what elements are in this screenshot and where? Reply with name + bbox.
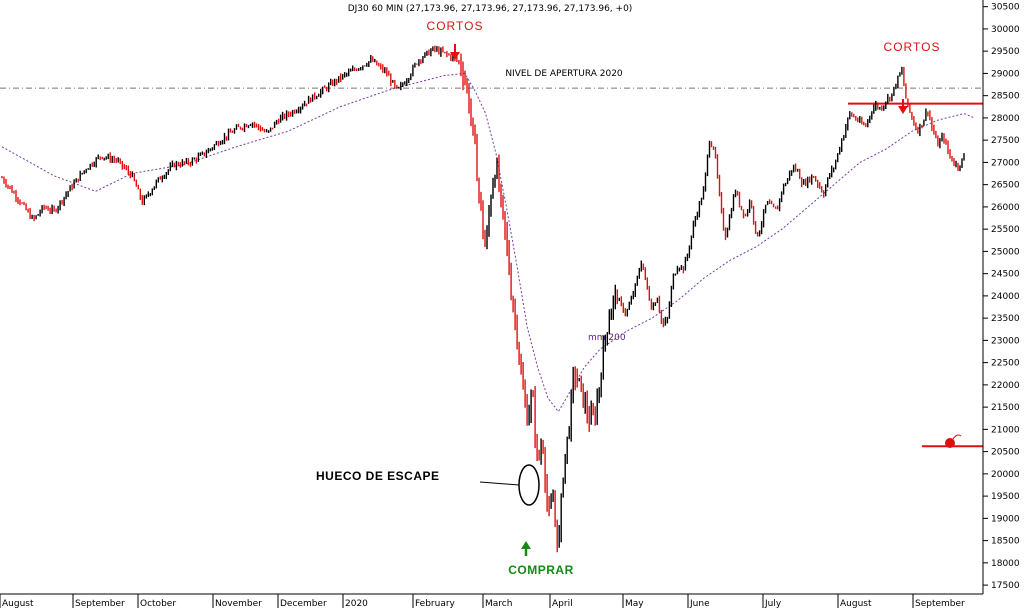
x-tick-label: April <box>552 599 573 608</box>
y-tick-label: 18500 <box>991 537 1020 547</box>
x-tick-label: July <box>764 599 782 608</box>
bomb-fuse <box>952 434 962 440</box>
bomb-marker <box>945 438 955 448</box>
y-tick-label: 21000 <box>991 425 1020 435</box>
y-tick-label: 22500 <box>991 359 1020 369</box>
label-hueco-de-escape: HUECO DE ESCAPE <box>316 469 440 483</box>
y-tick-label: 23500 <box>991 314 1020 324</box>
y-tick-label: 26500 <box>991 181 1020 191</box>
label-comprar: COMPRAR <box>508 563 574 577</box>
y-tick-label: 25000 <box>991 247 1020 257</box>
y-tick-label: 24500 <box>991 270 1020 280</box>
label-cortos-2: CORTOS <box>884 40 941 54</box>
y-tick-label: 30000 <box>991 25 1020 35</box>
y-tick-label: 19000 <box>991 514 1020 524</box>
y-tick-label: 28500 <box>991 92 1020 102</box>
y-tick-label: 20000 <box>991 470 1020 480</box>
x-tick-label: August <box>2 599 34 608</box>
x-axis: August September October November December 20… <box>0 593 983 608</box>
markers <box>450 44 962 556</box>
x-tick-label: September <box>75 599 125 608</box>
y-tick-label: 24000 <box>991 292 1020 302</box>
label-mm200: mm 200 <box>588 333 626 343</box>
y-tick-label: 21500 <box>991 403 1020 413</box>
y-tick-label: 26000 <box>991 203 1020 213</box>
sell-arrow-1-head <box>450 52 460 60</box>
moving-average-layer <box>1 72 975 413</box>
x-tick-label: November <box>215 599 262 608</box>
x-tick-label: 2020 <box>345 599 368 608</box>
x-tick-label: September <box>915 599 965 608</box>
x-tick-label: August <box>840 599 872 608</box>
sell-arrow-2-head <box>898 106 908 114</box>
gap-pointer-line <box>479 481 520 486</box>
y-tick-label: 27500 <box>991 136 1020 146</box>
y-tick-label: 27000 <box>991 158 1020 168</box>
y-tick-label: 17500 <box>991 581 1020 591</box>
y-tick-label: 19500 <box>991 492 1020 502</box>
x-tick-label: February <box>415 599 456 608</box>
x-tick-label: May <box>625 599 644 608</box>
label-nivel-apertura: NIVEL DE APERTURA 2020 <box>505 69 623 79</box>
y-tick-label: 18000 <box>991 559 1020 569</box>
label-cortos-1: CORTOS <box>427 19 484 33</box>
y-tick-label: 28000 <box>991 114 1020 124</box>
moving-average-line <box>1 72 975 413</box>
price-bars <box>1 45 965 553</box>
y-axis-panel <box>983 0 1024 608</box>
y-tick-label: 30500 <box>991 3 1020 13</box>
y-tick-label: 29000 <box>991 69 1020 79</box>
x-tick-label: June <box>689 599 710 608</box>
chart-title: DJ30 60 MIN (27,173.96, 27,173.96, 27,17… <box>348 4 633 14</box>
x-tick-label: March <box>485 599 512 608</box>
y-tick-label: 22000 <box>991 381 1020 391</box>
x-tick-label: December <box>280 599 327 608</box>
y-axis: 17500 18000 18500 19000 19500 20000 20500 21000… <box>982 0 1024 608</box>
price-area <box>0 44 983 556</box>
y-tick-label: 25500 <box>991 225 1020 235</box>
y-tick-label: 29500 <box>991 47 1020 57</box>
x-tick-label: October <box>140 599 176 608</box>
buy-arrow-head <box>521 541 531 549</box>
y-tick-label: 20500 <box>991 448 1020 458</box>
y-tick-label: 23000 <box>991 336 1020 346</box>
